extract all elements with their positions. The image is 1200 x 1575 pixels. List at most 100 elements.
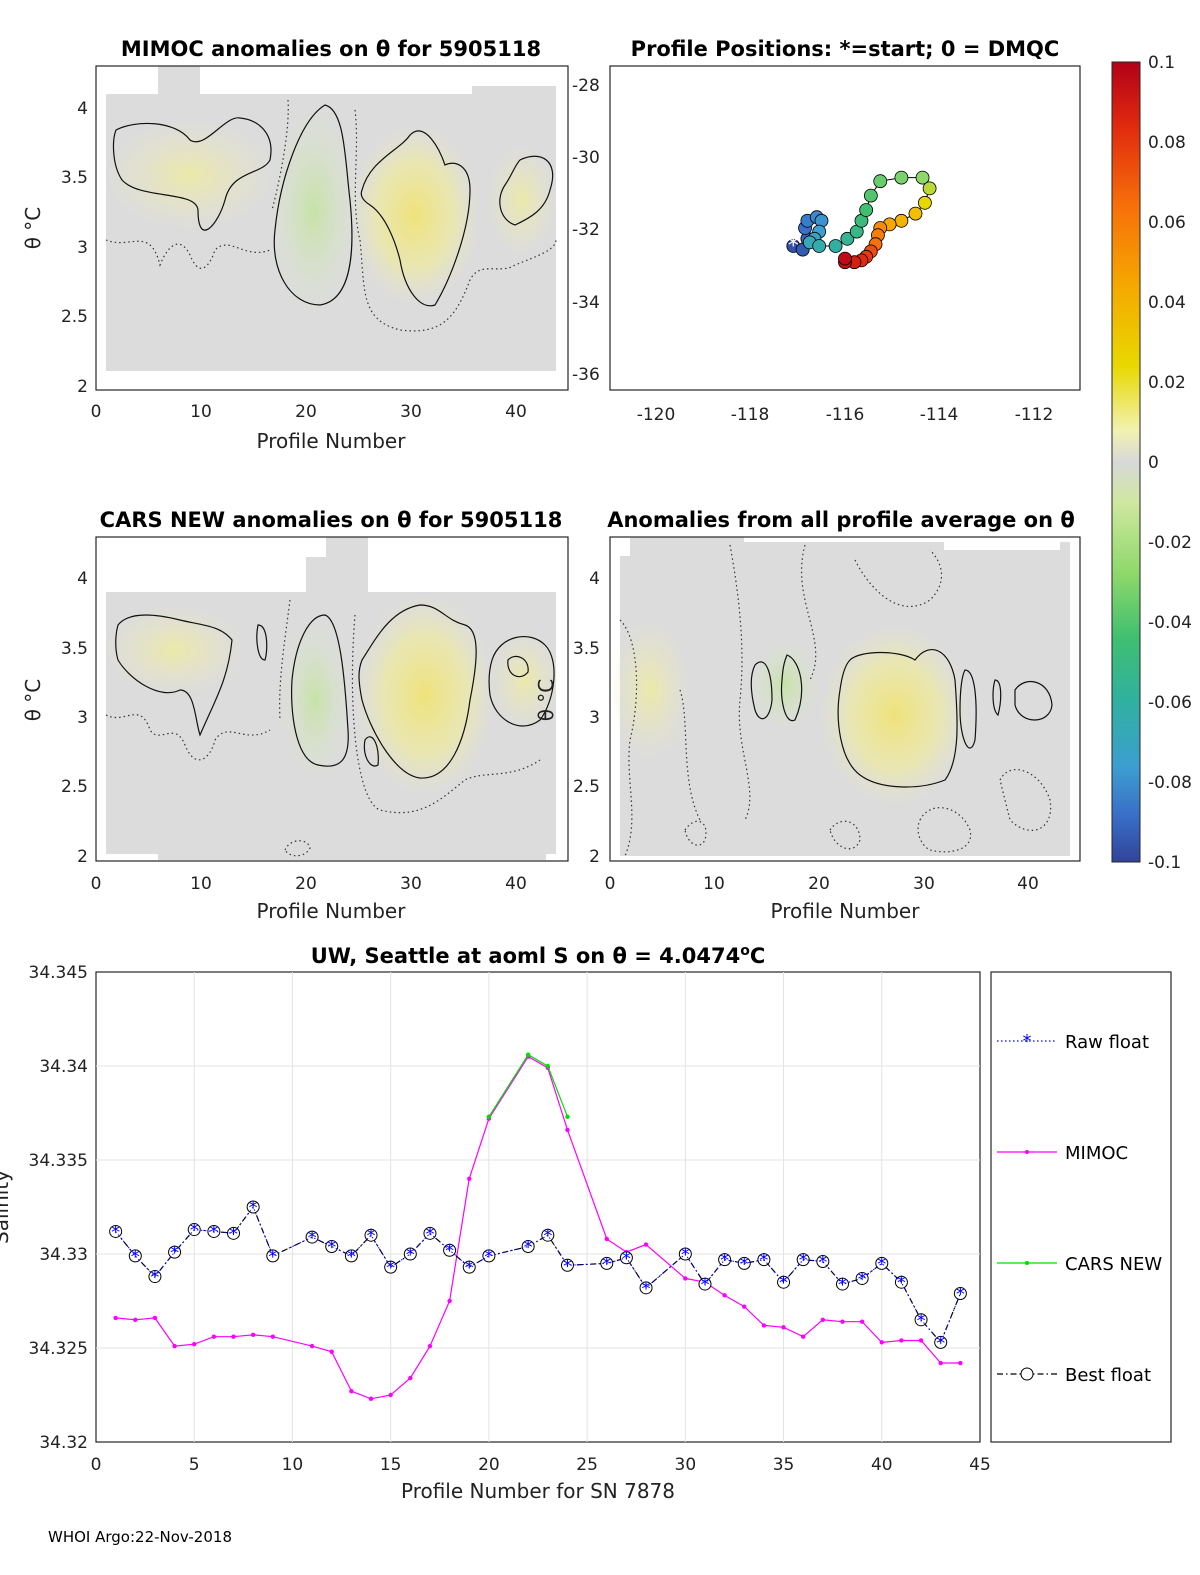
- mimoc-nodata-top: [200, 66, 472, 94]
- raw-float-point: *: [759, 1250, 768, 1271]
- best-float-point: [777, 1275, 791, 1289]
- avg-anomaly-1: [610, 620, 690, 760]
- cars-title: CARS NEW anomalies on θ for 5905118: [100, 508, 563, 532]
- mimoc-point: [368, 1396, 374, 1401]
- position-point: [915, 170, 930, 185]
- mimoc-point: [329, 1349, 334, 1354]
- raw-float-point: *: [936, 1333, 945, 1354]
- mimoc-anomaly-4: [487, 145, 557, 255]
- positions-points: *: [786, 170, 937, 270]
- mimoc-point: [643, 1242, 649, 1247]
- raw-float-point: *: [367, 1226, 376, 1247]
- positions-xtick-112: -112: [1015, 405, 1054, 425]
- avg-ylabel: θ °C: [534, 679, 558, 722]
- raw-float-point: *: [681, 1245, 690, 1266]
- best-float-point: [305, 1230, 319, 1244]
- best-float-point: [737, 1256, 751, 1270]
- panel-average: Anomalies from all profile average on θ …: [534, 508, 1081, 923]
- legend-dot-mimoc: [1025, 1150, 1029, 1154]
- avg-strip-4: [1060, 542, 1070, 556]
- salinity-title-main: UW, Seattle at aoml S on θ = 4.0474: [311, 944, 740, 968]
- mimoc-ytick-2-5: 2.5: [61, 307, 88, 327]
- avg-strip-2: [744, 542, 944, 556]
- raw-float-point: *: [917, 1310, 926, 1331]
- raw-float-point: *: [838, 1275, 847, 1296]
- avg-xtick-20: 20: [808, 874, 830, 894]
- mimoc-point: [801, 1334, 806, 1339]
- cars-plot: [95, 536, 569, 862]
- cars-contour-5: [363, 736, 379, 767]
- position-point: [922, 181, 937, 196]
- positions-ytick-34: -34: [572, 293, 600, 313]
- mimoc-ytick-3: 3: [77, 238, 88, 258]
- position-point: [894, 170, 909, 185]
- salinity-xtick: 0: [91, 1455, 102, 1475]
- mimoc-point: [722, 1293, 727, 1298]
- colorbar-label-6: -0.02: [1148, 533, 1192, 553]
- salinity-ytick: 34.32: [39, 1433, 88, 1453]
- best-float-point: [718, 1253, 732, 1267]
- cars-contour-7: [507, 655, 529, 678]
- legend-entry-mimoc: MIMOC: [997, 1143, 1128, 1164]
- cars-zero-contour-2: [284, 840, 311, 857]
- colorbar-label-10: -0.1: [1148, 853, 1181, 873]
- mimoc-point: [270, 1334, 275, 1339]
- mimoc-point: [918, 1338, 924, 1343]
- salinity-ytick: 34.325: [29, 1339, 88, 1359]
- position-point: [918, 195, 932, 210]
- panel-positions: Profile Positions: *=start; 0 = DMQC * -…: [572, 37, 1081, 425]
- raw-float-point: *: [642, 1278, 651, 1299]
- position-point: [908, 206, 923, 221]
- position-point: [873, 174, 888, 189]
- raw-float-point: *: [327, 1237, 336, 1258]
- salinity-ticks: 0 5 10 15 20 25 30 35 40 45 34.32 34.325 34.33 34.335…: [29, 963, 991, 1475]
- raw-float-point: *: [622, 1248, 631, 1269]
- best-float-point: [521, 1239, 535, 1253]
- mimoc-ytick-2: 2: [77, 377, 88, 397]
- positions-axes-box: [609, 65, 1081, 391]
- raw-float-point: *: [799, 1250, 808, 1271]
- salinity-ytick: 34.335: [29, 1151, 88, 1171]
- mimoc-ytick-4: 4: [77, 99, 88, 119]
- mimoc-point: [388, 1392, 393, 1398]
- best-float-point: [894, 1275, 908, 1289]
- best-float-point: [128, 1249, 142, 1263]
- raw-float-point: *: [484, 1246, 493, 1267]
- avg-contour-1: [837, 649, 958, 788]
- raw-float-point: *: [229, 1224, 238, 1245]
- raw-float-point: *: [268, 1246, 277, 1267]
- salinity-ytick: 34.345: [29, 963, 88, 983]
- raw-float-point: *: [347, 1246, 356, 1267]
- best-float-point: [934, 1335, 948, 1349]
- raw-float-point: *: [386, 1258, 395, 1279]
- raw-float-point: *: [131, 1246, 140, 1267]
- cars-xtick-30: 30: [400, 874, 422, 894]
- avg-ytick-3-5: 3.5: [573, 639, 600, 659]
- mimoc-point: [958, 1360, 963, 1366]
- raw-float-point: *: [190, 1220, 199, 1241]
- colorbar-label-9: -0.08: [1148, 773, 1192, 793]
- best-float-point: [816, 1255, 830, 1269]
- position-point: [812, 239, 827, 253]
- cars-point: [525, 1052, 531, 1057]
- raw-float-point: *: [956, 1284, 965, 1305]
- avg-anomaly-2: [820, 625, 970, 805]
- cars-anomaly-3: [355, 595, 495, 795]
- legend-box: [990, 971, 1172, 1443]
- avg-ytick-3: 3: [589, 708, 600, 728]
- legend-dot-cars: [1025, 1261, 1029, 1265]
- salinity-ytick: 34.34: [39, 1057, 88, 1077]
- cars-point: [486, 1114, 492, 1119]
- salinity-xtick: 20: [478, 1455, 500, 1475]
- salinity-legend: * Raw float MIMOC CARS NEW Best float: [990, 971, 1172, 1443]
- colorbar-label-5: 0: [1148, 453, 1159, 473]
- raw-float-point: *: [308, 1228, 317, 1249]
- salinity-xtick: 15: [380, 1455, 402, 1475]
- mimoc-anomaly-1: [105, 120, 275, 230]
- mimoc-point: [859, 1319, 865, 1324]
- salinity-title-end: C: [750, 944, 765, 968]
- mimoc-point: [113, 1315, 118, 1321]
- cars-zero-contour: [105, 599, 541, 814]
- avg-zero-contour-2: [684, 769, 1052, 853]
